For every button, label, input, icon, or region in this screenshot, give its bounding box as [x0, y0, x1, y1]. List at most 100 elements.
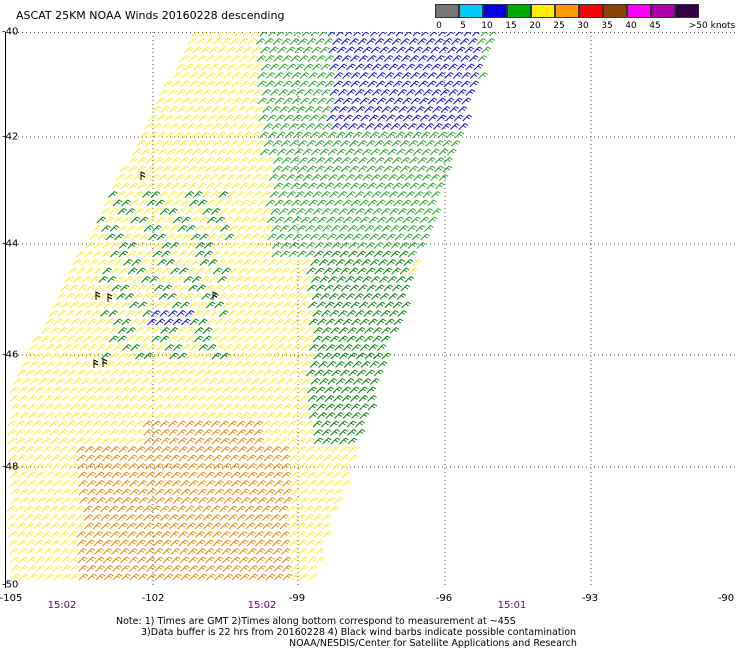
wind-barb	[17, 548, 28, 555]
wind-barb	[150, 293, 160, 300]
wind-barb	[312, 63, 322, 71]
wind-barb	[166, 276, 177, 283]
wind-barb	[220, 446, 231, 453]
wind-barb	[34, 539, 44, 547]
wind-barb	[305, 225, 315, 232]
wind-barb	[163, 395, 173, 402]
wind-barb	[349, 157, 360, 164]
wind-barb	[350, 72, 361, 79]
wind-barb	[245, 225, 256, 232]
wind-barb	[118, 352, 128, 360]
wind-barb	[98, 378, 108, 385]
wind-barb	[113, 216, 124, 224]
wind-barb	[449, 106, 459, 113]
wind-barb	[275, 114, 286, 122]
wind-barb	[332, 165, 342, 173]
wind-barb	[280, 140, 291, 147]
wind-barb	[135, 369, 146, 377]
wind-barb	[74, 420, 85, 428]
wind-barb	[82, 293, 92, 300]
wind-barb	[315, 38, 325, 45]
wind-barb	[213, 284, 224, 292]
wind-barb	[33, 437, 43, 445]
wind-barb	[137, 480, 148, 487]
wind-barb	[264, 284, 275, 292]
wind-barb	[196, 157, 207, 164]
wind-barb	[195, 539, 206, 547]
wind-barb	[188, 80, 199, 88]
wind-barb	[187, 454, 197, 462]
wind-barb	[307, 480, 318, 487]
wind-barb	[398, 106, 408, 113]
wind-barb	[153, 267, 163, 275]
wind-barb	[245, 514, 255, 521]
wind-barb	[416, 140, 427, 147]
wind-barb	[168, 505, 178, 513]
wind-barb	[25, 531, 35, 538]
wind-barb	[238, 548, 249, 555]
wind-barb	[335, 233, 345, 241]
wind-barb	[34, 548, 45, 555]
wind-barb	[236, 89, 246, 96]
wind-barb	[154, 480, 165, 487]
wind-barb	[233, 361, 243, 368]
wind-barb	[291, 403, 301, 411]
wind-barb	[193, 89, 204, 96]
wind-barb	[155, 488, 165, 496]
wind-barb	[282, 80, 293, 88]
wind-barb	[305, 123, 316, 130]
wind-barb	[134, 429, 145, 436]
wind-barb	[372, 89, 382, 96]
wind-barb	[153, 463, 164, 470]
wind-barb	[246, 454, 257, 462]
wind-barb	[114, 361, 124, 368]
wind-barb	[461, 97, 472, 105]
wind-barb	[288, 522, 298, 530]
wind-barb	[315, 284, 326, 292]
wind-barb	[140, 276, 151, 283]
wind-barb	[227, 310, 238, 317]
wind-barb	[34, 463, 45, 470]
wind-barb	[61, 395, 71, 402]
wind-barb	[314, 123, 324, 130]
wind-barb	[460, 55, 471, 62]
wind-barb	[345, 293, 356, 300]
wind-barb	[115, 378, 125, 385]
wind-barb	[100, 505, 110, 513]
wind-barb	[285, 378, 295, 385]
wind-barb	[223, 344, 234, 351]
wind-barb	[385, 97, 395, 105]
wind-barb	[442, 38, 453, 45]
wind-barb	[191, 378, 202, 385]
wind-barb	[145, 463, 155, 470]
wind-barb	[127, 539, 138, 547]
wind-barb	[189, 412, 200, 419]
wind-barb	[312, 191, 322, 198]
wind-barb	[322, 123, 333, 130]
wind-barb	[351, 114, 362, 122]
wind-barb	[137, 556, 147, 564]
wind-barb	[83, 327, 94, 334]
wind-barb	[103, 284, 113, 292]
wind-barb	[456, 63, 467, 71]
wind-barb	[446, 148, 457, 156]
wind-barb	[156, 233, 167, 241]
wind-barb	[162, 471, 173, 479]
wind-barb	[408, 165, 419, 173]
wind-barb	[83, 335, 93, 343]
wind-barb	[69, 556, 79, 564]
wind-barb	[70, 403, 80, 411]
wind-barb	[316, 488, 327, 496]
wind-barb	[300, 344, 311, 351]
wind-barb	[189, 488, 199, 496]
wind-barb	[332, 284, 343, 292]
wind-barb	[375, 182, 386, 190]
contaminated-wind-barb	[212, 291, 218, 300]
wind-barb	[66, 429, 77, 436]
wind-barb	[424, 123, 435, 130]
wind-barb	[423, 89, 433, 96]
wind-barb	[128, 157, 139, 164]
wind-barb	[293, 148, 304, 156]
wind-barb	[298, 463, 308, 470]
wind-barb	[101, 522, 111, 530]
